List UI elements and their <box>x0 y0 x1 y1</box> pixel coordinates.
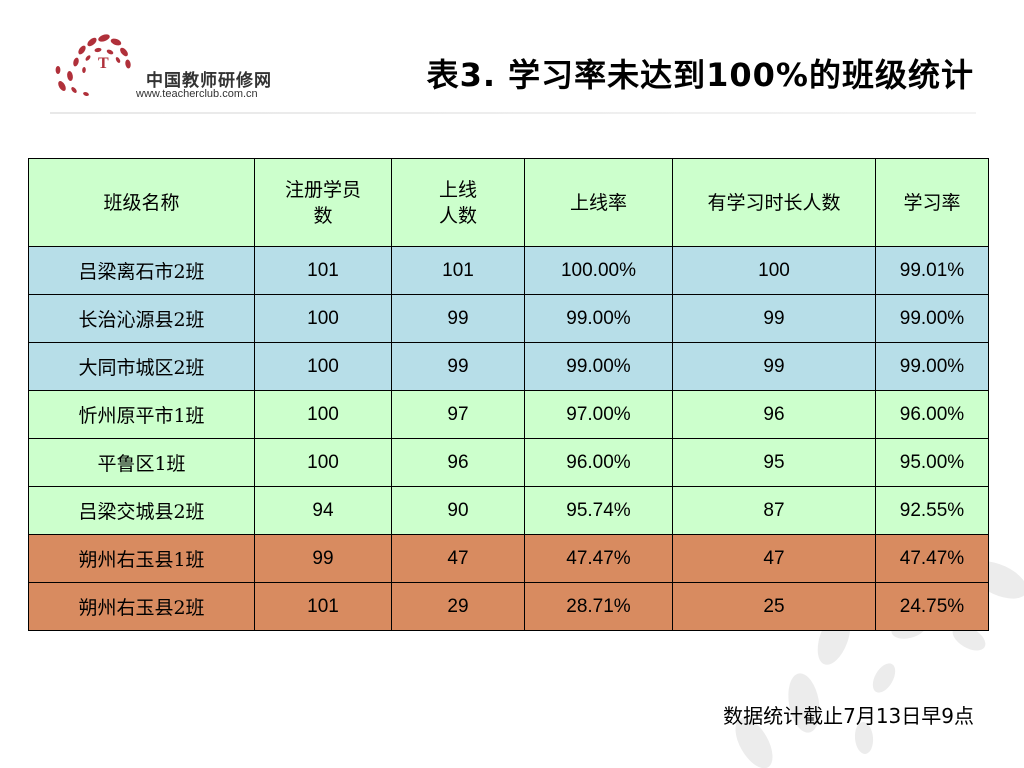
class-name: 朔州右玉县2班 <box>28 582 255 631</box>
table-row: 大同市城区2班 100 99 99.00% 99 99.00% <box>28 342 989 391</box>
table-row: 平鲁区1班 100 96 96.00% 95 95.00% <box>28 438 989 487</box>
registered-count: 100 <box>254 342 392 391</box>
class-name: 忻州原平市1班 <box>28 390 255 439</box>
table-row: 吕梁交城县2班 94 90 95.74% 87 92.55% <box>28 486 989 535</box>
online-count: 101 <box>391 246 525 295</box>
online-count: 97 <box>391 390 525 439</box>
online-rate: 97.00% <box>524 390 673 439</box>
study-count: 95 <box>672 438 876 487</box>
online-rate: 47.47% <box>524 534 673 583</box>
online-count: 90 <box>391 486 525 535</box>
study-rate: 96.00% <box>875 390 989 439</box>
table-row: 朔州右玉县1班 99 47 47.47% 47 47.47% <box>28 534 989 583</box>
svg-text:T: T <box>98 55 109 72</box>
study-count: 99 <box>672 294 876 343</box>
study-rate: 99.01% <box>875 246 989 295</box>
registered-count: 94 <box>254 486 392 535</box>
data-cutoff-note: 数据统计截止7月13日早9点 <box>723 704 974 728</box>
study-count: 47 <box>672 534 876 583</box>
registered-count: 101 <box>254 246 392 295</box>
logo-name: 中国教师研修网 <box>146 71 272 91</box>
class-name: 平鲁区1班 <box>28 438 255 487</box>
header-online-rate: 上线率 <box>524 158 673 247</box>
registered-count: 99 <box>254 534 392 583</box>
study-count: 87 <box>672 486 876 535</box>
study-rate: 95.00% <box>875 438 989 487</box>
table-row: 朔州右玉县2班 101 29 28.71% 25 24.75% <box>28 582 989 631</box>
online-count: 96 <box>391 438 525 487</box>
online-rate: 100.00% <box>524 246 673 295</box>
class-name: 朔州右玉县1班 <box>28 534 255 583</box>
table-row: 长治沁源县2班 100 99 99.00% 99 99.00% <box>28 294 989 343</box>
logo-url: www.teacherclub.com.cn <box>136 88 258 100</box>
online-count: 99 <box>391 294 525 343</box>
logo-mark-icon: T <box>55 34 131 96</box>
class-name: 长治沁源县2班 <box>28 294 255 343</box>
registered-count: 100 <box>254 390 392 439</box>
study-count: 99 <box>672 342 876 391</box>
registered-count: 100 <box>254 438 392 487</box>
online-rate: 28.71% <box>524 582 673 631</box>
class-stats-table: 班级名称 注册学员数 上线人数 上线率 有学习时长人数 学习率 吕梁离石市2班 … <box>28 158 989 631</box>
study-rate: 92.55% <box>875 486 989 535</box>
table-row: 忻州原平市1班 100 97 97.00% 96 96.00% <box>28 390 989 439</box>
study-count: 25 <box>672 582 876 631</box>
study-rate: 47.47% <box>875 534 989 583</box>
study-rate: 99.00% <box>875 342 989 391</box>
header-study-count: 有学习时长人数 <box>672 158 876 247</box>
registered-count: 100 <box>254 294 392 343</box>
online-count: 99 <box>391 342 525 391</box>
study-rate: 99.00% <box>875 294 989 343</box>
online-count: 29 <box>391 582 525 631</box>
registered-count: 101 <box>254 582 392 631</box>
online-rate: 96.00% <box>524 438 673 487</box>
header-online: 上线人数 <box>391 158 525 247</box>
online-rate: 99.00% <box>524 342 673 391</box>
title-divider <box>50 112 976 114</box>
table-header-row: 班级名称 注册学员数 上线人数 上线率 有学习时长人数 学习率 <box>28 158 989 247</box>
table-row: 吕梁离石市2班 101 101 100.00% 100 99.01% <box>28 246 989 295</box>
page-title: 表3. 学习率未达到100%的班级统计 <box>426 56 974 94</box>
header-class-name: 班级名称 <box>28 158 255 247</box>
header-study-rate: 学习率 <box>875 158 989 247</box>
study-count: 100 <box>672 246 876 295</box>
header-registered: 注册学员数 <box>254 158 392 247</box>
study-rate: 24.75% <box>875 582 989 631</box>
study-count: 96 <box>672 390 876 439</box>
class-name: 吕梁离石市2班 <box>28 246 255 295</box>
logo: T 中国教师研修网 www.teacherclub.com.cn <box>48 28 308 108</box>
class-name: 大同市城区2班 <box>28 342 255 391</box>
online-count: 47 <box>391 534 525 583</box>
class-name: 吕梁交城县2班 <box>28 486 255 535</box>
online-rate: 95.74% <box>524 486 673 535</box>
online-rate: 99.00% <box>524 294 673 343</box>
